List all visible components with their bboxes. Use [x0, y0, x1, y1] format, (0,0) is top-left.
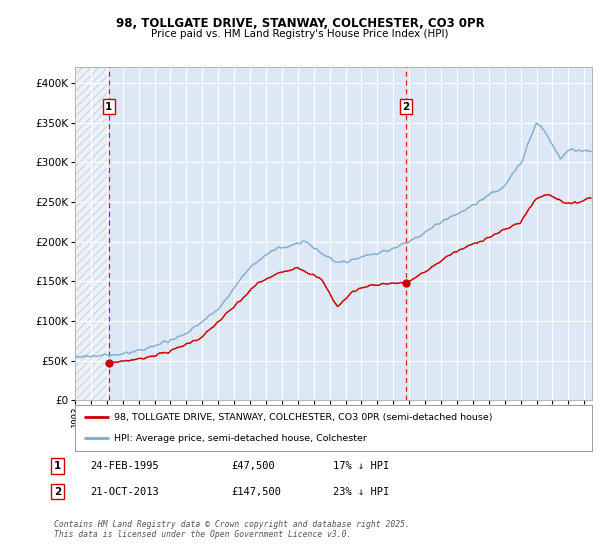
Text: 21-OCT-2013: 21-OCT-2013 — [90, 487, 159, 497]
Text: 2: 2 — [54, 487, 61, 497]
Text: 98, TOLLGATE DRIVE, STANWAY, COLCHESTER, CO3 0PR (semi-detached house): 98, TOLLGATE DRIVE, STANWAY, COLCHESTER,… — [114, 413, 492, 422]
Text: 98, TOLLGATE DRIVE, STANWAY, COLCHESTER, CO3 0PR: 98, TOLLGATE DRIVE, STANWAY, COLCHESTER,… — [116, 17, 484, 30]
Text: £47,500: £47,500 — [231, 461, 275, 471]
Text: HPI: Average price, semi-detached house, Colchester: HPI: Average price, semi-detached house,… — [114, 434, 367, 443]
Text: 17% ↓ HPI: 17% ↓ HPI — [333, 461, 389, 471]
Text: 24-FEB-1995: 24-FEB-1995 — [90, 461, 159, 471]
Text: Contains HM Land Registry data © Crown copyright and database right 2025.
This d: Contains HM Land Registry data © Crown c… — [54, 520, 410, 539]
Text: 1: 1 — [105, 102, 112, 112]
Text: £147,500: £147,500 — [231, 487, 281, 497]
Text: 2: 2 — [402, 102, 409, 112]
Text: 23% ↓ HPI: 23% ↓ HPI — [333, 487, 389, 497]
Text: Price paid vs. HM Land Registry's House Price Index (HPI): Price paid vs. HM Land Registry's House … — [151, 29, 449, 39]
Text: 1: 1 — [54, 461, 61, 471]
